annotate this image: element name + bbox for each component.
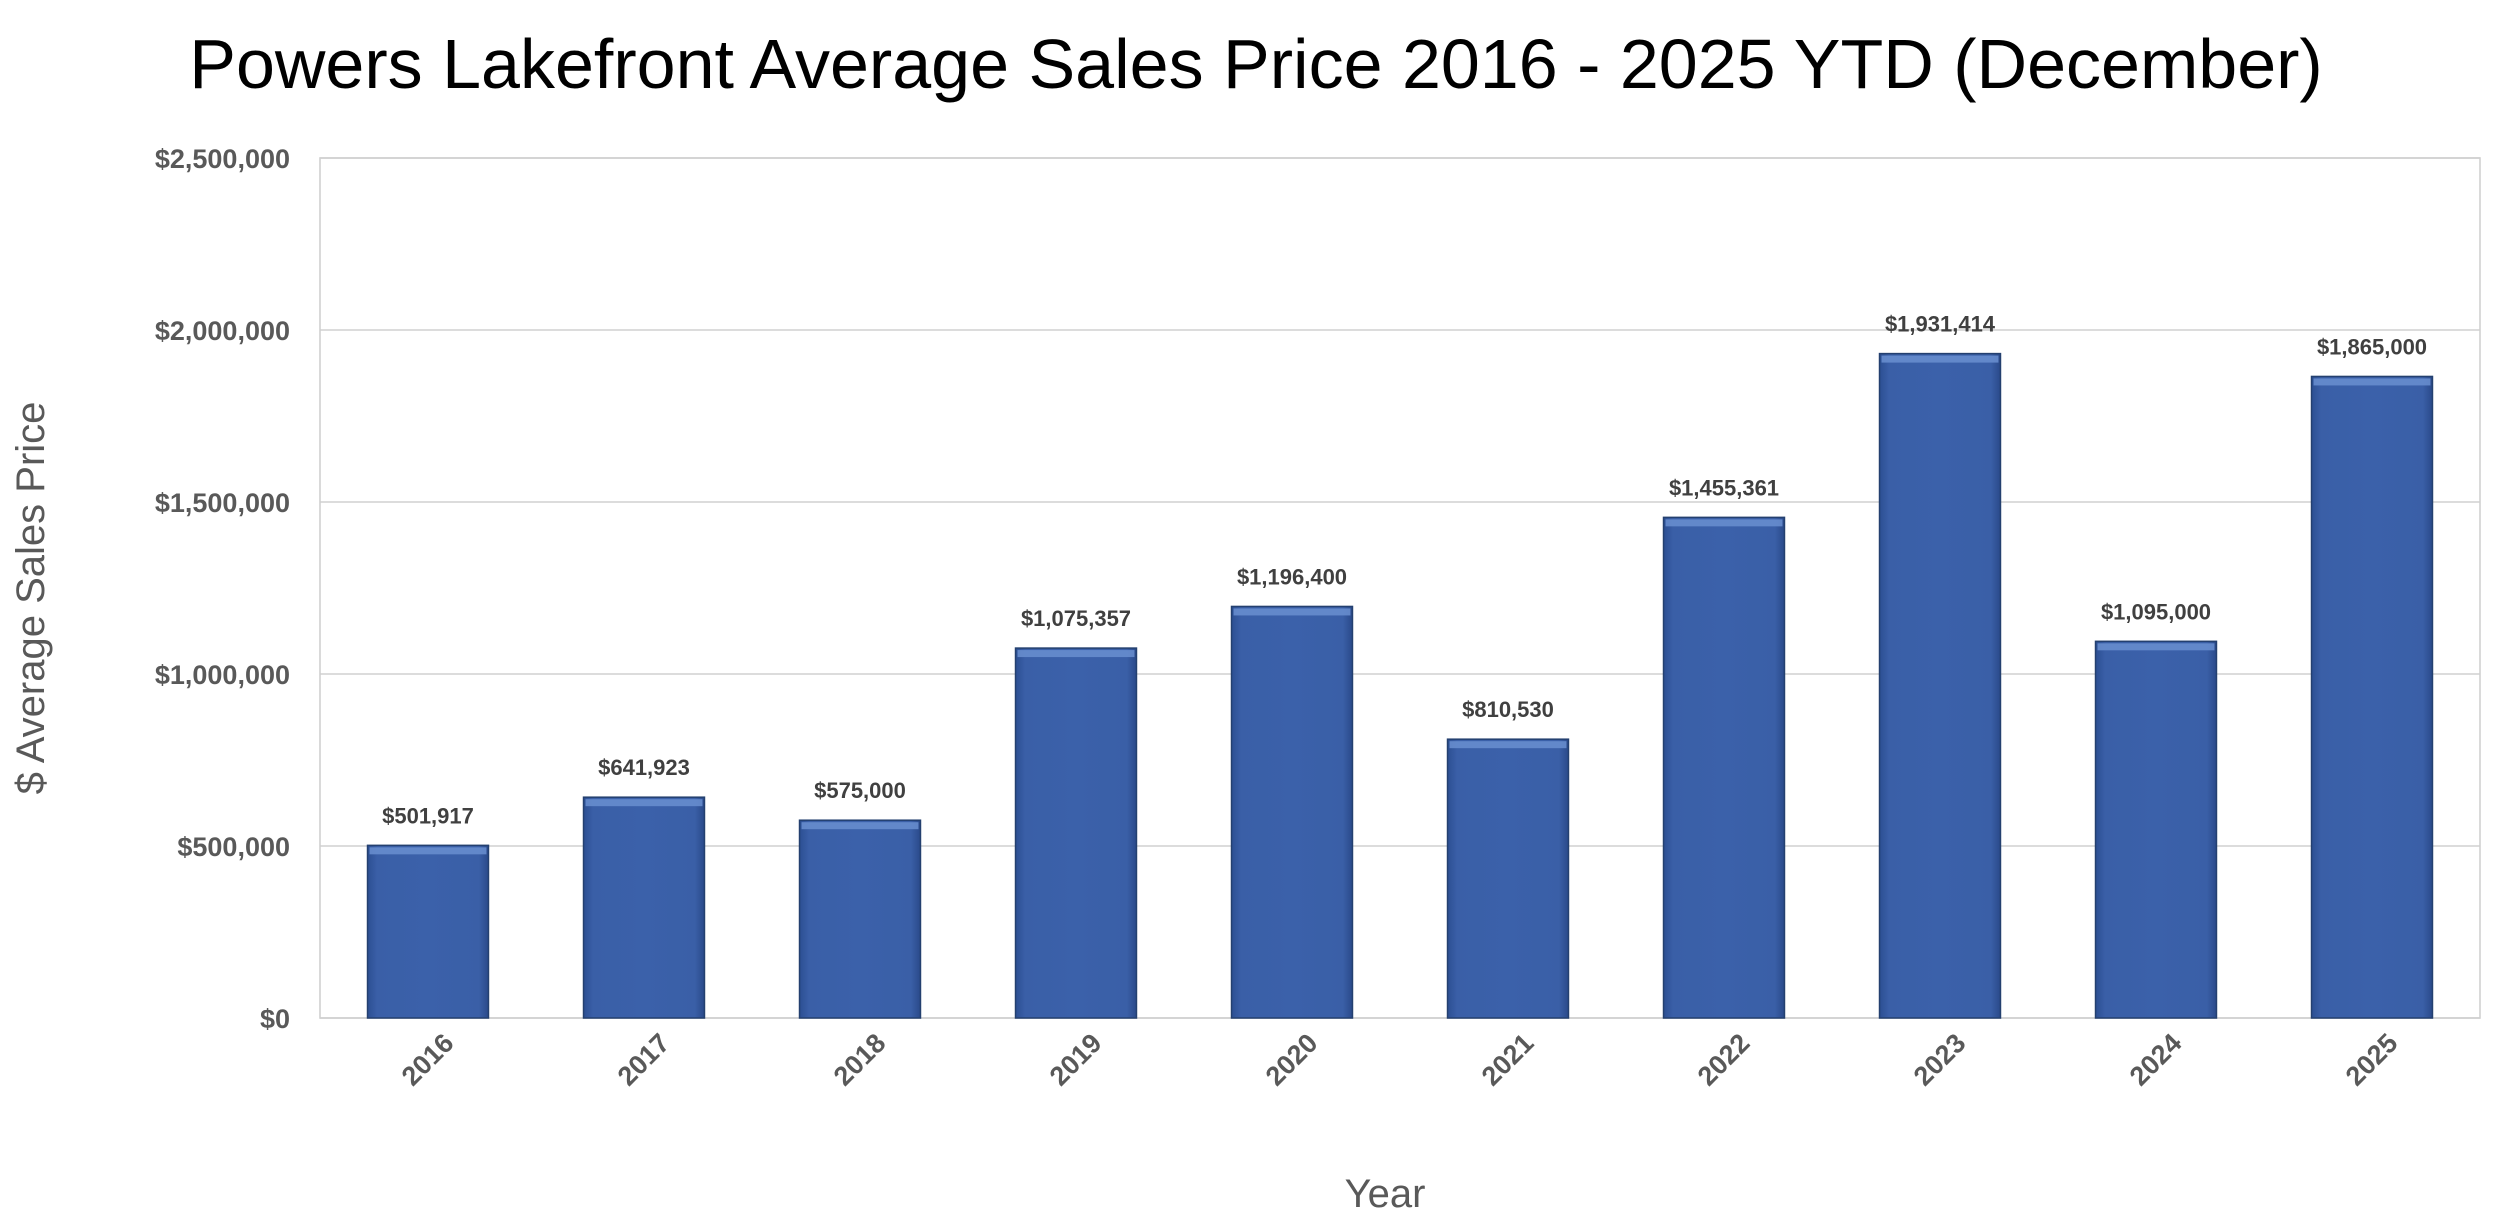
- y-tick-label: $0: [260, 1004, 290, 1034]
- bar: [1014, 647, 1138, 1019]
- data-label: $1,455,361: [1669, 475, 1779, 500]
- bar: [1230, 605, 1354, 1019]
- bar-bevel: [1449, 741, 1567, 749]
- x-tick-label: 2024: [2124, 1028, 2188, 1092]
- bar: [2094, 640, 2218, 1019]
- y-axis-tick-labels: $0 $500,000 $1,000,000 $1,500,000 $2,000,000…: [155, 144, 290, 1034]
- y-tick-label: $500,000: [177, 832, 290, 862]
- data-label: $641,923: [598, 755, 690, 780]
- x-tick-label: 2019: [1044, 1028, 1108, 1092]
- x-tick-label: 2022: [1692, 1028, 1756, 1092]
- x-tick-label: 2021: [1476, 1028, 1540, 1092]
- x-tick-label: 2016: [396, 1028, 460, 1092]
- y-tick-label: $2,500,000: [155, 144, 290, 174]
- bar-bevel: [1017, 650, 1135, 658]
- bar-bevel: [369, 847, 487, 855]
- chart-title: Powers Lakefront Average Sales Price 201…: [189, 25, 2323, 103]
- x-tick-label: 2020: [1260, 1028, 1324, 1092]
- bar: [798, 819, 922, 1019]
- bar: [582, 796, 706, 1019]
- bar-bevel: [1881, 355, 1999, 363]
- x-axis-tick-labels: 2016 2017 2018 2019 2020 2021 2022 2023 2024 2025: [396, 1028, 2404, 1092]
- data-label: $1,931,414: [1885, 312, 1996, 337]
- bar: [1446, 738, 1570, 1019]
- data-label: $810,530: [1462, 697, 1554, 722]
- bar-bevel: [1233, 608, 1351, 616]
- data-label: $1,196,400: [1237, 564, 1347, 589]
- bar: [1878, 352, 2002, 1019]
- x-axis-title: Year: [1345, 1172, 1426, 1216]
- bar-bevel: [1665, 519, 1783, 527]
- data-label: $1,095,000: [2101, 599, 2211, 624]
- bar: [2310, 375, 2434, 1019]
- y-tick-label: $2,000,000: [155, 316, 290, 346]
- data-label: $1,865,000: [2317, 334, 2427, 359]
- bar-bevel: [2313, 378, 2431, 386]
- y-axis-title: $ Average Sales Price: [9, 402, 53, 795]
- bar: [366, 844, 490, 1019]
- bar-bevel: [2097, 643, 2215, 651]
- bar-bevel: [801, 822, 919, 830]
- y-tick-label: $1,000,000: [155, 660, 290, 690]
- x-tick-label: 2018: [828, 1028, 892, 1092]
- bar-bevel: [585, 799, 703, 807]
- y-tick-label: $1,500,000: [155, 488, 290, 518]
- x-tick-label: 2017: [612, 1028, 676, 1092]
- x-tick-label: 2023: [1908, 1028, 1972, 1092]
- data-labels: $501,917 $641,923 $575,000 $1,075,357 $1,196…: [382, 312, 2427, 829]
- data-label: $1,075,357: [1021, 606, 1131, 631]
- plot-area: [319, 157, 2481, 1019]
- bars: [366, 352, 2434, 1019]
- bar: [1662, 516, 1786, 1019]
- x-tick-label: 2025: [2340, 1028, 2404, 1092]
- data-label: $501,917: [382, 803, 474, 828]
- data-label: $575,000: [814, 778, 906, 803]
